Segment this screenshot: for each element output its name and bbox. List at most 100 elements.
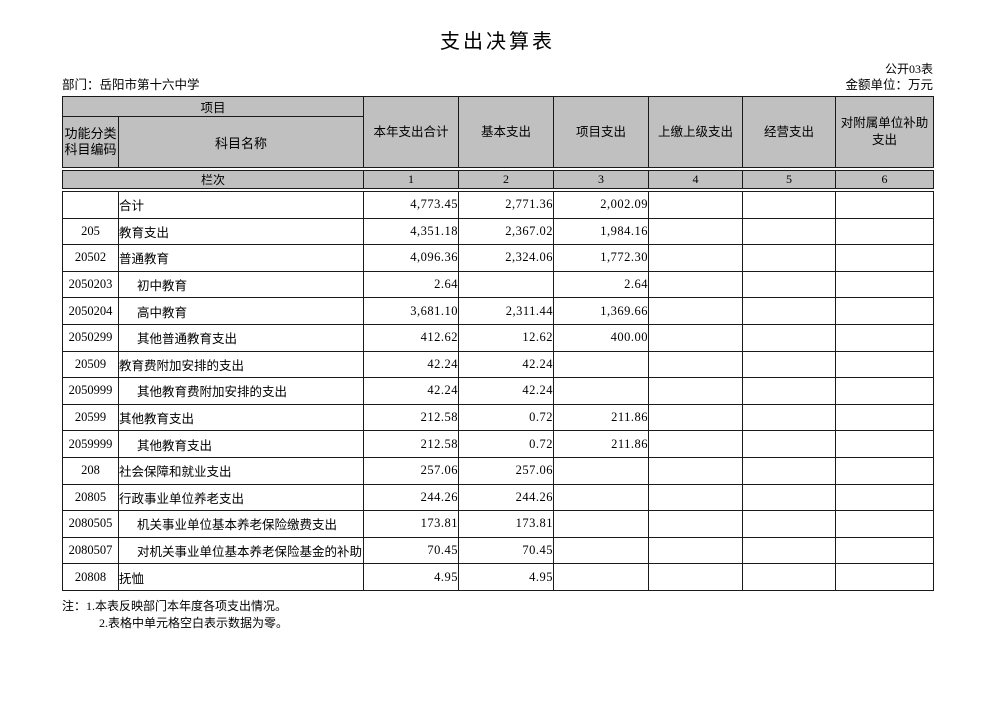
table-row: 2080507 对机关事业单位基本养老保险基金的补助 70.45 70.45 xyxy=(62,536,935,565)
subject-name-cell: 机关事业单位基本养老保险缴费支出 xyxy=(117,510,365,538)
value-cell xyxy=(835,270,935,299)
value-cell xyxy=(835,323,935,352)
column-number-3: 3 xyxy=(553,170,650,189)
value-cell xyxy=(458,270,555,299)
value-cell: 257.06 xyxy=(458,456,555,485)
value-cell: 42.24 xyxy=(458,350,555,379)
value-cell: 1,984.16 xyxy=(553,217,650,246)
subject-name-cell: 其他普通教育支出 xyxy=(117,323,365,352)
value-cell xyxy=(553,563,650,591)
value-cell: 4,773.45 xyxy=(363,191,460,219)
header-function-code: 功能分类科目编码 xyxy=(62,116,119,168)
value-cell: 1,369.66 xyxy=(553,297,650,325)
value-cell: 4,096.36 xyxy=(363,244,460,272)
value-cell: 2,002.09 xyxy=(553,191,650,219)
subject-name-cell: 其他教育费附加安排的支出 xyxy=(117,377,365,405)
subject-name-cell: 教育支出 xyxy=(117,217,365,246)
table-row: 20509 教育费附加安排的支出 42.24 42.24 xyxy=(62,350,935,379)
value-cell xyxy=(742,350,837,379)
value-cell: 212.58 xyxy=(363,403,460,432)
column-number-5: 5 xyxy=(742,170,837,189)
value-cell xyxy=(553,377,650,405)
subject-name-cell: 抚恤 xyxy=(117,563,365,591)
value-cell: 400.00 xyxy=(553,323,650,352)
table-row: 合计 4,773.45 2,771.36 2,002.09 xyxy=(62,191,935,219)
value-cell: 1,772.30 xyxy=(553,244,650,272)
page-title: 支出决算表 xyxy=(440,31,555,53)
table-row: 2050204 高中教育 3,681.10 2,311.44 1,369.66 xyxy=(62,297,935,325)
value-cell xyxy=(835,403,935,432)
value-cell xyxy=(742,483,837,512)
table-row: 2080505 机关事业单位基本养老保险缴费支出 173.81 173.81 xyxy=(62,510,935,538)
value-cell xyxy=(835,377,935,405)
code-cell: 20599 xyxy=(62,403,119,432)
value-cell xyxy=(835,563,935,591)
column-number-2: 2 xyxy=(458,170,555,189)
value-cell: 12.62 xyxy=(458,323,555,352)
code-cell: 2059999 xyxy=(62,430,119,458)
value-cell xyxy=(835,350,935,379)
table-row: 20599 其他教育支出 212.58 0.72 211.86 xyxy=(62,403,935,432)
header-col-3: 项目支出 xyxy=(553,96,650,168)
value-cell: 4.95 xyxy=(363,563,460,591)
column-number-4: 4 xyxy=(648,170,744,189)
subject-name-cell: 普通教育 xyxy=(117,244,365,272)
header-col-6: 对附属单位补助支出 xyxy=(835,96,935,168)
public-table-code-label: 公开03表 xyxy=(884,62,933,76)
value-cell: 211.86 xyxy=(553,403,650,432)
subject-name-cell: 合计 xyxy=(117,191,365,219)
table-row: 20805 行政事业单位养老支出 244.26 244.26 xyxy=(62,483,935,512)
header-col-4: 上缴上级支出 xyxy=(648,96,744,168)
value-cell: 3,681.10 xyxy=(363,297,460,325)
subject-name-cell: 对机关事业单位基本养老保险基金的补助 xyxy=(117,536,365,565)
table-row: 208 社会保障和就业支出 257.06 257.06 xyxy=(62,456,935,485)
value-cell xyxy=(742,403,837,432)
header-gap-divider xyxy=(62,188,934,192)
code-cell: 2050999 xyxy=(62,377,119,405)
value-cell xyxy=(835,244,935,272)
value-cell xyxy=(648,563,744,591)
table-row: 2059999 其他教育支出 212.58 0.72 211.86 xyxy=(62,430,935,458)
value-cell xyxy=(742,297,837,325)
value-cell: 412.62 xyxy=(363,323,460,352)
column-number-1: 1 xyxy=(363,170,460,189)
document-page: 支出决算表 公开03表 部门：岳阳市第十六中学 金额单位：万元 项目 本年支出合… xyxy=(61,0,935,632)
subject-name-cell: 其他教育支出 xyxy=(117,403,365,432)
value-cell xyxy=(742,323,837,352)
subject-name-cell: 其他教育支出 xyxy=(117,430,365,458)
value-cell xyxy=(648,403,744,432)
value-cell xyxy=(648,510,744,538)
value-cell: 0.72 xyxy=(458,430,555,458)
value-cell xyxy=(742,430,837,458)
value-cell xyxy=(553,510,650,538)
code-cell: 208 xyxy=(62,456,119,485)
value-cell xyxy=(742,270,837,299)
column-number-6: 6 xyxy=(835,170,935,189)
value-cell: 2,324.06 xyxy=(458,244,555,272)
subject-name-cell: 高中教育 xyxy=(117,297,365,325)
value-cell xyxy=(648,323,744,352)
value-cell xyxy=(553,456,650,485)
value-cell xyxy=(553,483,650,512)
expenditure-table: 项目 本年支出合计 基本支出 项目支出 上缴上级支出 经营支出 对附属单位补助支出 功能分… xyxy=(61,96,935,591)
header-project-group: 项目 xyxy=(61,96,365,117)
table-row: 2050299 其他普通教育支出 412.62 12.62 400.00 xyxy=(62,323,935,352)
header-row-project: 项目 本年支出合计 基本支出 项目支出 上缴上级支出 经营支出 对附属单位补助支出 xyxy=(61,96,935,168)
code-cell: 2050204 xyxy=(62,297,119,325)
value-cell xyxy=(835,536,935,565)
table-row: 2050203 初中教育 2.64 2.64 xyxy=(62,270,935,299)
value-cell: 2,311.44 xyxy=(458,297,555,325)
value-cell: 4.95 xyxy=(458,563,555,591)
table-row: 20808 抚恤 4.95 4.95 xyxy=(62,563,935,591)
code-cell: 2080505 xyxy=(62,510,119,538)
value-cell: 2,771.36 xyxy=(458,191,555,219)
value-cell: 42.24 xyxy=(363,377,460,405)
value-cell: 2.64 xyxy=(363,270,460,299)
value-cell xyxy=(835,456,935,485)
subject-name-cell: 社会保障和就业支出 xyxy=(117,456,365,485)
value-cell xyxy=(648,350,744,379)
header-gap-divider xyxy=(62,167,934,171)
value-cell: 70.45 xyxy=(458,536,555,565)
value-cell: 2,367.02 xyxy=(458,217,555,246)
